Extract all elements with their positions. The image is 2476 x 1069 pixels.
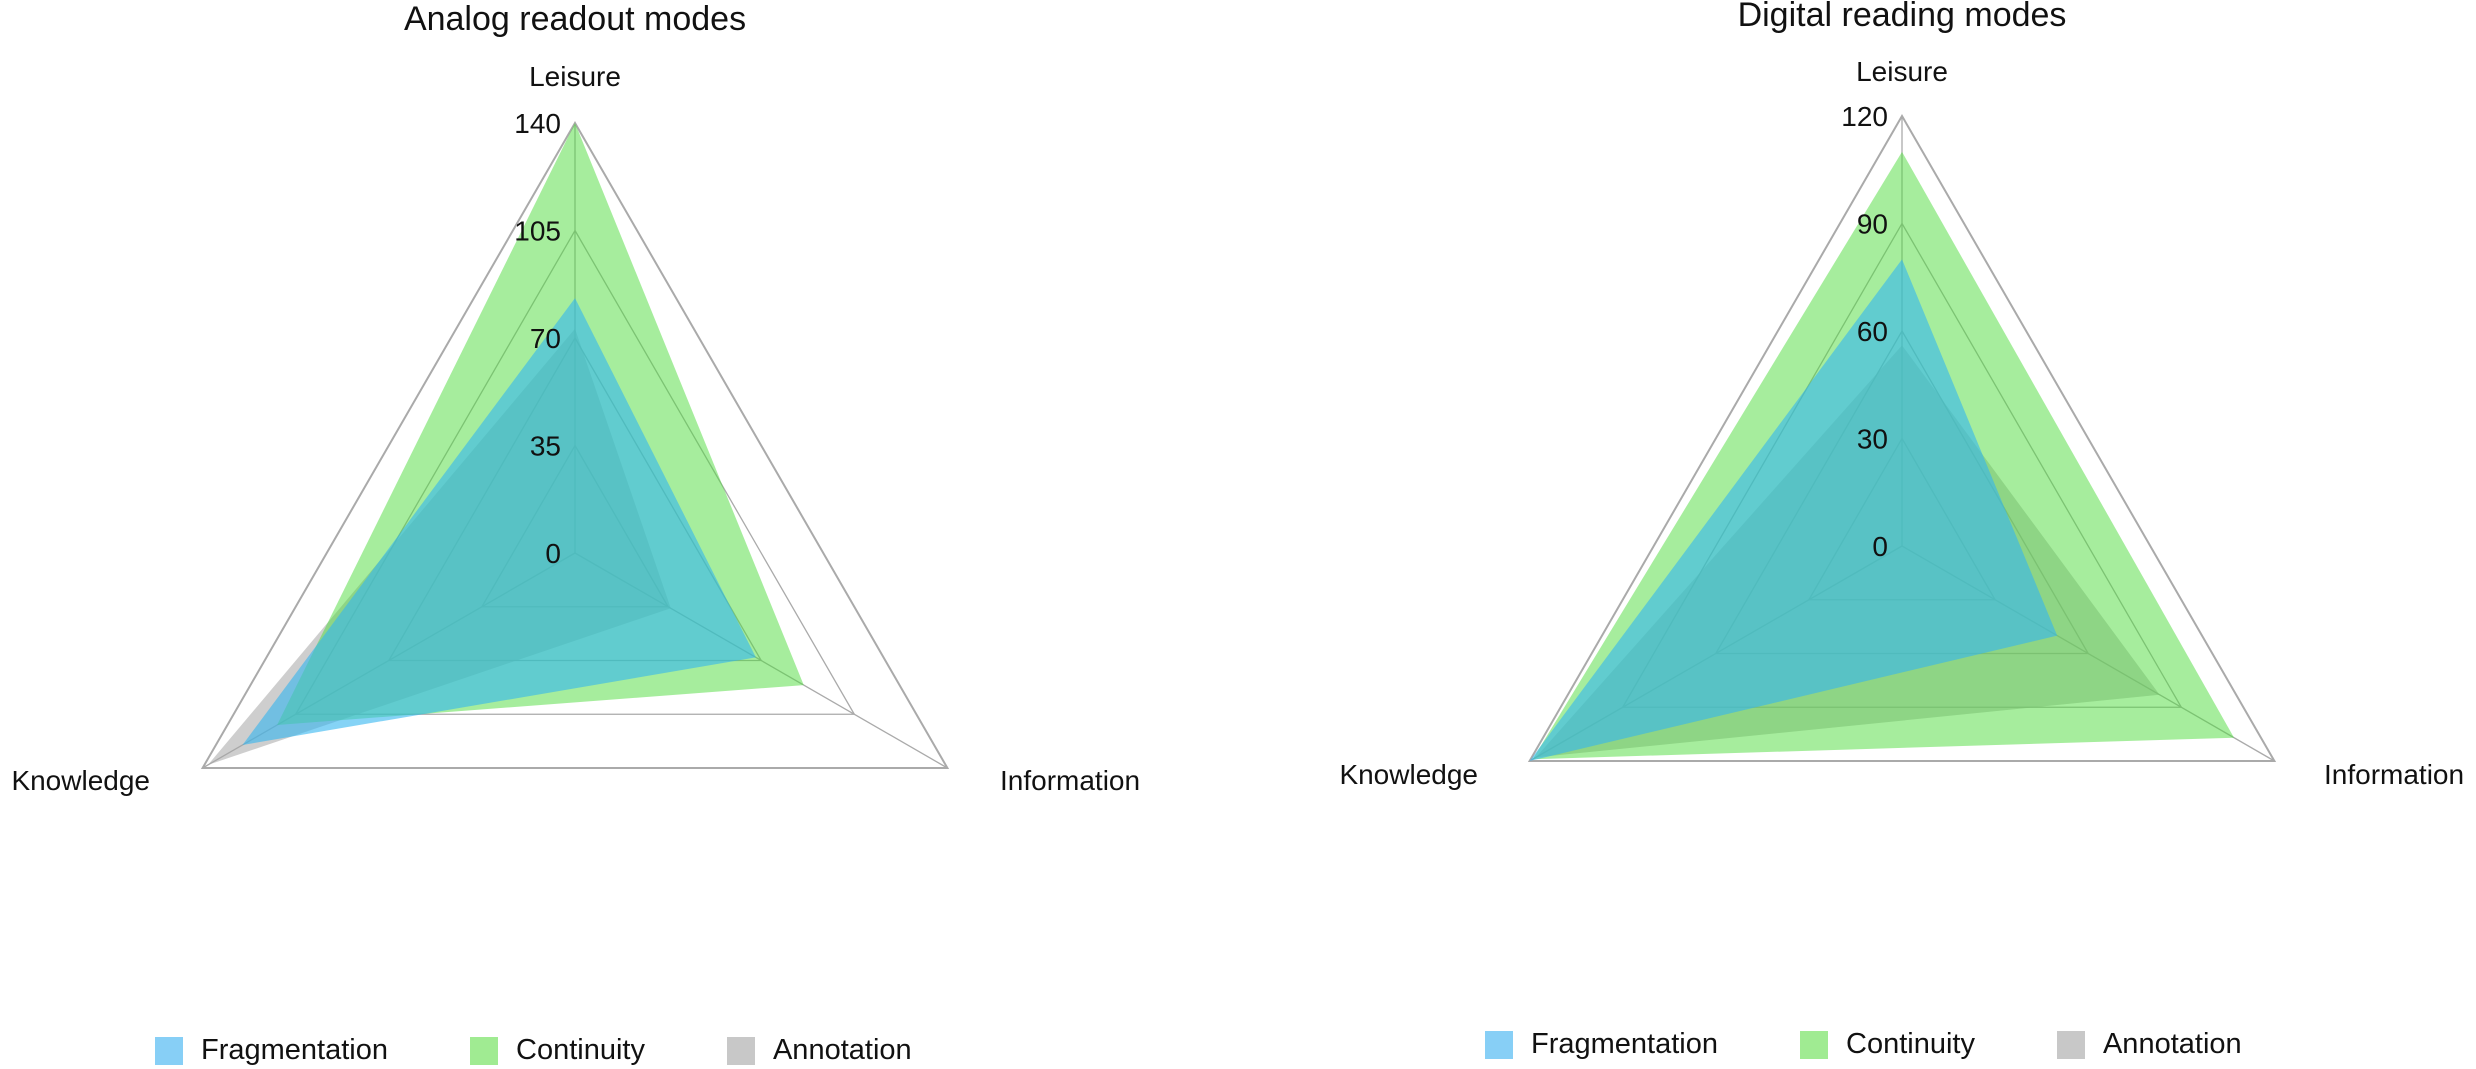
legend-label: Continuity [516, 1034, 645, 1066]
radar-svg-analog: Analog readout modes 0 35 70 105 140 Leisure… [11, 0, 1140, 796]
legend-label: Fragmentation [201, 1034, 388, 1066]
axis-label-knowledge: Knowledge [11, 765, 150, 796]
legend-label: Annotation [2102, 1028, 2242, 1060]
axis-label-knowledge: Knowledge [1339, 759, 1478, 790]
tick-label: 140 [514, 108, 561, 139]
tick-label: 70 [530, 323, 561, 354]
legend-item-fragmentation[interactable]: Fragmentation [1485, 1028, 1718, 1061]
legend-label: Annotation [772, 1034, 912, 1066]
legend-swatch-annotation [2056, 1030, 2085, 1059]
radar-plot: 0 30 60 90 120 [1527, 101, 2277, 762]
grid-ring [1527, 113, 2277, 762]
legend-item-annotation[interactable]: Annotation [2056, 1028, 2242, 1061]
legend-item-continuity[interactable]: Continuity [470, 1034, 645, 1067]
radar-plot: 0 35 70 105 140 [200, 108, 950, 769]
legend-swatch-continuity [1800, 1030, 1828, 1059]
series-area-fragmentation [242, 298, 756, 745]
axis-label-information: Information [2324, 759, 2464, 790]
legend-item-annotation[interactable]: Annotation [726, 1034, 912, 1067]
legend-swatch-fragmentation [155, 1036, 183, 1065]
tick-label: 90 [1857, 209, 1888, 240]
chart-title: Digital reading modes [1738, 0, 2067, 34]
legend-swatch-annotation [726, 1036, 755, 1065]
chart-digital: Digital reading modes 0 30 60 90 120 Leisure… [1238, 0, 2476, 1069]
legend: Fragmentation Continuity Annotation [1485, 1028, 2324, 1061]
axis-label-information: Information [1000, 765, 1140, 796]
tick-label: 0 [545, 538, 561, 569]
legend-label: Fragmentation [1531, 1028, 1718, 1060]
tick-label: 60 [1857, 316, 1888, 347]
tick-label: 0 [1872, 531, 1888, 562]
chart-analog: Analog readout modes 0 35 70 105 140 Leisure… [11, 0, 1140, 1067]
series-area-fragmentation [1529, 259, 2058, 761]
legend: Fragmentation Continuity Annotation [155, 1034, 994, 1067]
tick-label: 120 [1841, 101, 1888, 132]
axis-label-leisure: Leisure [529, 61, 621, 92]
tick-label: 105 [514, 216, 561, 247]
grid-ring [200, 121, 950, 769]
radar-svg-digital: Digital reading modes 0 30 60 90 120 Leisure… [1339, 0, 2464, 790]
legend-label: Continuity [1846, 1028, 1975, 1060]
chart-title: Analog readout modes [404, 0, 746, 38]
axis-label-leisure: Leisure [1856, 56, 1948, 87]
tick-label: 35 [530, 431, 561, 462]
legend-item-fragmentation[interactable]: Fragmentation [155, 1034, 388, 1067]
legend-swatch-continuity [470, 1036, 498, 1065]
tick-label: 30 [1857, 424, 1888, 455]
legend-swatch-fragmentation [1485, 1030, 1513, 1059]
legend-item-continuity[interactable]: Continuity [1800, 1028, 1975, 1061]
